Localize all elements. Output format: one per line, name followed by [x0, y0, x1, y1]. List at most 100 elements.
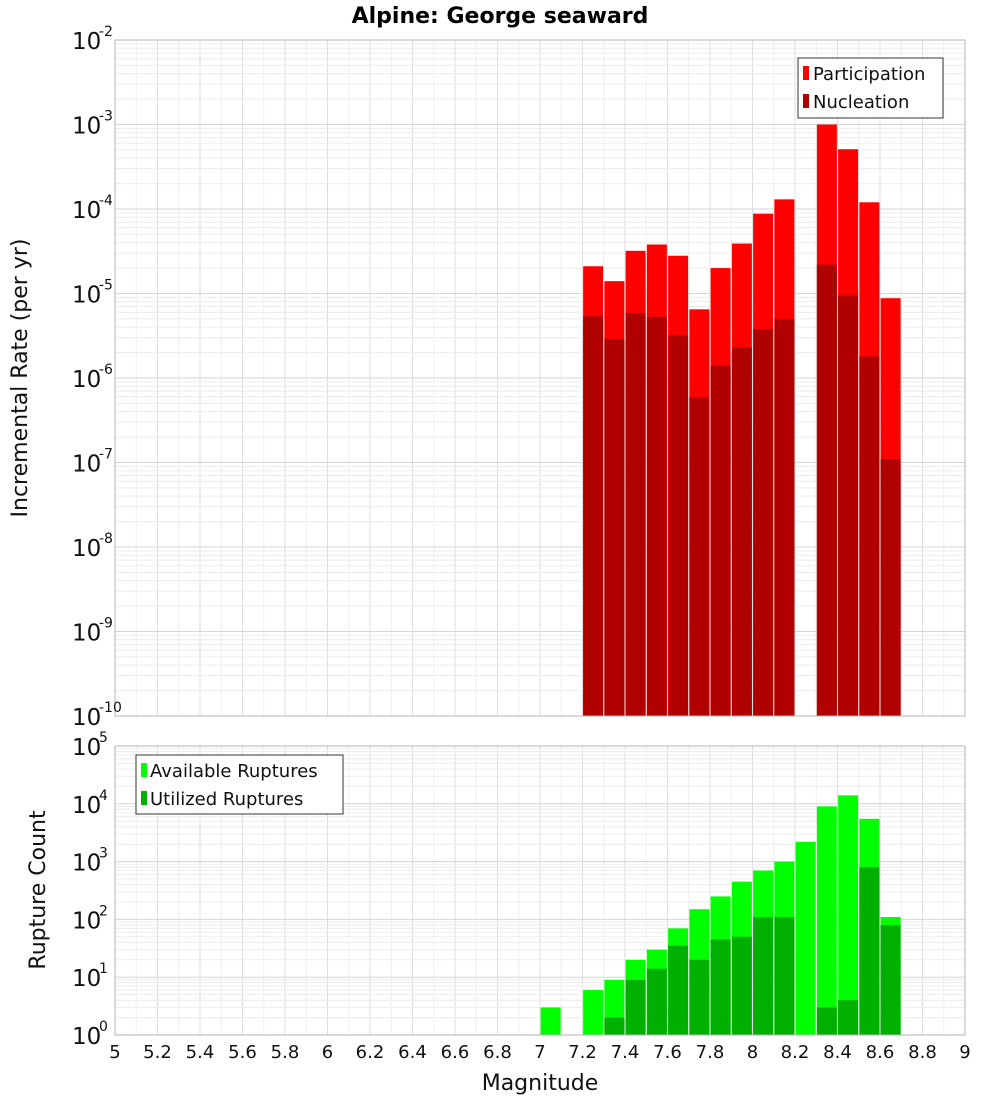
x-tick-label: 5.2: [143, 1042, 172, 1063]
y-tick-exponent: -3: [99, 109, 113, 125]
available-ruptures-bar: [816, 806, 837, 1035]
x-tick-label: 8.6: [866, 1042, 895, 1063]
y-tick-exponent: 2: [99, 903, 108, 919]
nucleation-bar: [731, 347, 752, 716]
nucleation-legend-label: Nucleation: [813, 92, 909, 113]
y-tick-label: 10: [72, 452, 101, 478]
y-tick-exponent: 1: [99, 961, 108, 977]
utilized-ruptures-bar: [774, 917, 795, 1035]
rupture-y-axis-label: Rupture Count: [26, 810, 51, 970]
x-tick-label: 9: [959, 1042, 970, 1063]
nucleation-bar: [625, 312, 646, 716]
rupture-plot-bars: [540, 795, 901, 1035]
rupture-plot-border: [114, 745, 966, 1036]
y-tick-exponent: -7: [99, 447, 113, 463]
x-tick-label: 6.6: [441, 1042, 470, 1063]
x-tick-label: 8.4: [823, 1042, 852, 1063]
nucleation-bar: [604, 338, 625, 716]
x-tick-label: 6.8: [483, 1042, 512, 1063]
available-ruptures-bar: [583, 990, 604, 1035]
x-tick-label: 5.8: [271, 1042, 300, 1063]
magnitude-x-tick-labels: 5 5.2 5.4 5.6 5.8 6 6.2 6.4 6.6 6.8 7 7.2 7.4 7.6 7.8 8…: [109, 1042, 970, 1063]
nucleation-bar: [646, 316, 667, 716]
x-tick-label: 8: [747, 1042, 758, 1063]
nucleation-bar: [880, 459, 901, 716]
x-tick-label: 7.8: [696, 1042, 725, 1063]
y-tick-label: 10: [72, 966, 101, 992]
nucleation-bar: [689, 397, 710, 716]
available-ruptures-bar: [838, 795, 859, 1035]
y-tick-exponent: -10: [99, 700, 122, 716]
nucleation-bar: [774, 318, 795, 716]
y-tick-exponent: 0: [99, 1019, 108, 1035]
utilized-ruptures-bar: [625, 979, 646, 1035]
participation-legend-label: Participation: [813, 64, 925, 85]
nucleation-bar: [710, 365, 731, 716]
available-ruptures-bar: [795, 841, 816, 1035]
nucleation-bar: [753, 329, 774, 716]
y-tick-label: 10: [72, 735, 101, 761]
y-tick-label: 10: [72, 198, 101, 224]
utilized-ruptures-bar: [710, 939, 731, 1035]
utilized-ruptures-bar: [689, 959, 710, 1035]
rate-plot-border: [114, 39, 966, 717]
rate-plot-grid: [114, 39, 966, 717]
x-tick-label: 5.6: [228, 1042, 257, 1063]
y-tick-label: 10: [72, 908, 101, 934]
x-tick-label: 6: [322, 1042, 333, 1063]
utilized-ruptures-bar: [859, 867, 880, 1035]
y-tick-exponent: -2: [99, 24, 113, 40]
nucleation-legend-swatch: [803, 94, 809, 108]
y-tick-label: 10: [72, 283, 101, 309]
utilized-ruptures-bar: [731, 936, 752, 1035]
x-tick-label: 8.8: [908, 1042, 937, 1063]
x-tick-label: 7: [534, 1042, 545, 1063]
x-tick-label: 7.2: [568, 1042, 597, 1063]
x-tick-label: 7.6: [653, 1042, 682, 1063]
y-tick-exponent: 3: [99, 846, 108, 862]
rupture-plot-grid: [114, 745, 966, 1036]
x-tick-label: 5: [109, 1042, 120, 1063]
utilized-ruptures-bar: [753, 917, 774, 1035]
y-tick-exponent: -6: [99, 362, 113, 378]
nucleation-bar: [668, 335, 689, 716]
magnitude-x-axis-label: Magnitude: [482, 1071, 599, 1096]
utilized-ruptures-legend-swatch: [141, 791, 147, 805]
utilized-ruptures-bar: [604, 1017, 625, 1035]
y-tick-label: 10: [72, 851, 101, 877]
y-tick-exponent: 4: [99, 788, 108, 804]
chart-title: Alpine: George seaward: [352, 4, 649, 29]
nucleation-bar: [859, 356, 880, 716]
y-tick-label: 10: [72, 705, 101, 731]
x-tick-label: 6.4: [398, 1042, 427, 1063]
utilized-ruptures-bar: [880, 925, 901, 1035]
available-ruptures-legend-swatch: [141, 763, 147, 777]
y-tick-label: 10: [72, 29, 101, 55]
y-tick-exponent: 5: [99, 730, 108, 746]
y-tick-label: 10: [72, 114, 101, 140]
x-tick-label: 8.2: [781, 1042, 810, 1063]
nucleation-bar: [583, 316, 604, 716]
utilized-ruptures-bar: [838, 1000, 859, 1035]
available-ruptures-bar: [540, 1007, 561, 1035]
rate-legend-box: [797, 57, 944, 119]
y-tick-label: 10: [72, 367, 101, 393]
y-tick-exponent: -9: [99, 616, 113, 632]
y-tick-label: 10: [72, 536, 101, 562]
utilized-ruptures-legend-label: Utilized Ruptures: [150, 789, 303, 810]
rupture-legend-box: [135, 754, 344, 815]
participation-legend-swatch: [803, 66, 809, 80]
rate-y-axis-label: Incremental Rate (per yr): [8, 239, 33, 518]
y-tick-label: 10: [72, 793, 101, 819]
utilized-ruptures-bar: [646, 968, 667, 1035]
y-tick-exponent: -5: [99, 278, 113, 294]
nucleation-bar: [838, 295, 859, 716]
y-tick-label: 10: [72, 621, 101, 647]
rate-plot-bars: [583, 124, 901, 717]
x-tick-label: 7.4: [611, 1042, 640, 1063]
